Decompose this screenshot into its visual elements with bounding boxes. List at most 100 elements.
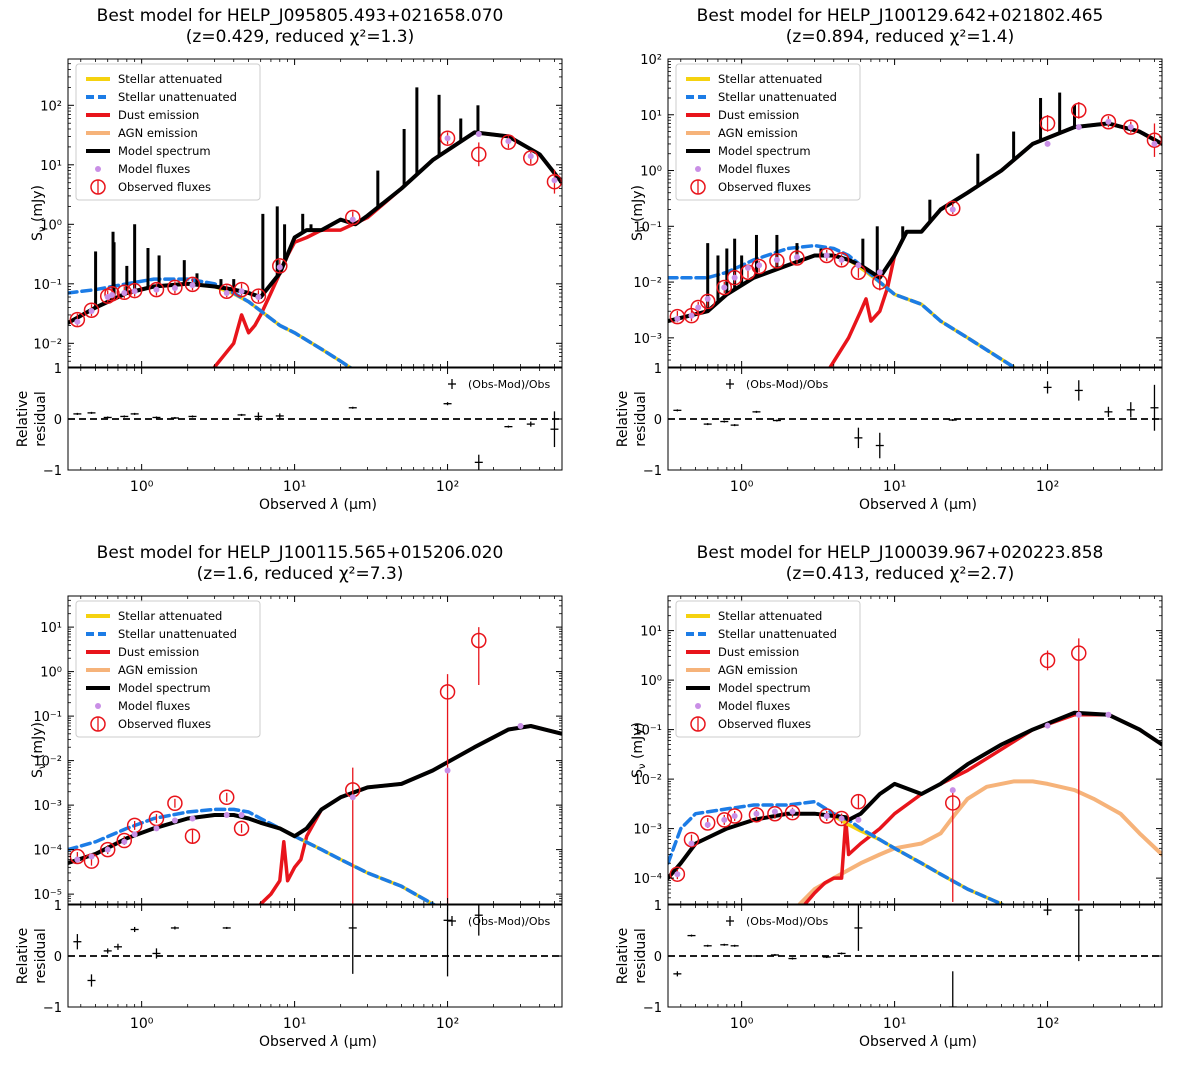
model-flux-point <box>276 264 283 271</box>
panel-title-line1: Best model for HELP_J100129.642+021802.4… <box>696 6 1104 26</box>
panel-title: Best model for HELP_J095805.493+021658.0… <box>0 6 600 48</box>
x-axis-label: Observed λ (μm) <box>859 497 977 513</box>
observed-flux-point <box>116 832 133 849</box>
y-tick-label: 10⁰ <box>640 165 662 180</box>
model-flux-point <box>1075 711 1082 718</box>
residual-legend-label: (Obs-Mod)/Obs <box>746 915 828 928</box>
observed-flux-point <box>751 258 767 275</box>
residual-plot-area <box>673 380 1159 459</box>
observed-flux-point <box>726 269 743 286</box>
main-plot-frame <box>667 58 1163 368</box>
model-flux-point <box>855 816 862 823</box>
legend-model-fluxes: Model fluxes <box>118 699 190 713</box>
legend-agn-emission: AGN emission <box>718 126 798 140</box>
legend: Stellar attenuated Stellar unattenuated Du… <box>75 63 261 201</box>
model-flux-point <box>855 262 862 269</box>
model-flux-point <box>674 871 681 878</box>
legend-dust-emission: Dust emission <box>118 645 199 659</box>
x-tick-label: 10⁰ <box>730 1016 754 1032</box>
legend-model-spectrum: Model spectrum <box>718 681 811 695</box>
sed-chart: 10⁻³ 10⁻² 10⁻¹ 10⁰ 10¹ 10² 1 0 −1 10⁰ 10¹ 10² (Obs-M… <box>615 53 1163 513</box>
y-tick-label: 10¹ <box>640 625 662 640</box>
x-tick-label: 10⁰ <box>130 479 154 495</box>
legend-agn-emission: AGN emission <box>718 663 798 677</box>
y-tick-label: 10⁻² <box>33 337 62 352</box>
legend: Stellar attenuated Stellar unattenuated Du… <box>75 600 261 738</box>
residual-y-tick-label: 0 <box>54 413 62 428</box>
residual-axis-label: Relative <box>15 391 31 447</box>
model-flux-point <box>949 787 956 794</box>
observed-flux-point <box>833 252 850 268</box>
residual-legend-label: (Obs-Mod)/Obs <box>746 378 828 391</box>
model-flux-point <box>238 811 245 818</box>
y-axis-label-sub: ν <box>637 763 648 769</box>
legend-box <box>675 63 861 201</box>
observed-flux-point <box>945 200 961 217</box>
y-axis-label: Sν (mJy) <box>630 185 648 241</box>
legend-box <box>75 63 261 201</box>
x-axis-label-sym: λ <box>930 497 939 513</box>
observed-flux-point <box>116 284 133 301</box>
residual-y-tick-label: 1 <box>654 899 662 914</box>
model-flux-point <box>773 256 780 263</box>
model-flux-point <box>823 812 830 819</box>
y-tick-label: 10⁻¹ <box>33 278 62 293</box>
legend-observed-fluxes: Observed fluxes <box>718 717 811 731</box>
model-flux-point <box>1044 722 1051 729</box>
observed-flux-point <box>818 247 835 264</box>
residual-y-tick-label: −1 <box>43 464 62 479</box>
x-tick-label: 10² <box>436 1016 459 1032</box>
model-flux-point <box>695 304 702 311</box>
model-flux-point <box>1075 124 1082 131</box>
model-flux-point <box>527 153 534 160</box>
x-axis-label: Observed λ (μm) <box>859 1034 977 1050</box>
observed-flux-point <box>471 146 487 163</box>
observed-flux-point <box>1071 102 1087 119</box>
observed-flux-point <box>167 795 183 812</box>
observed-flux-point <box>83 302 100 318</box>
model-spectrum-line <box>668 710 1162 881</box>
legend-dust-emission: Dust emission <box>718 108 799 122</box>
observed-flux-point <box>1146 132 1162 148</box>
legend-dust-emission: Dust emission <box>118 108 199 122</box>
model-flux-point <box>171 285 178 292</box>
panel-title-line1: Best model for HELP_J100115.565+015206.0… <box>96 543 504 563</box>
y-axis-label-sub: ν <box>37 763 48 769</box>
model-flux-point <box>189 282 196 289</box>
y-tick-label: 10⁻⁵ <box>33 888 62 903</box>
residual-axis-label: Relative <box>15 928 31 984</box>
panel-title: Best model for HELP_J100039.967+020223.8… <box>600 543 1200 585</box>
x-tick-label: 10¹ <box>883 1016 906 1032</box>
main-plot-area <box>668 638 1162 904</box>
x-tick-label: 10¹ <box>883 479 906 495</box>
y-axis-label: Sν (mJy) <box>30 185 48 241</box>
stellar-unattenuated-line <box>68 807 437 904</box>
observed-flux-point <box>669 866 686 882</box>
y-axis-label-s: S <box>630 769 646 778</box>
residual-axis-label: residual <box>33 928 49 983</box>
x-axis-label-pre: Observed <box>859 497 931 513</box>
legend-stellar-attenuated: Stellar attenuated <box>718 72 822 86</box>
observed-flux-point <box>818 808 835 824</box>
y-tick-label: 10⁰ <box>40 218 62 233</box>
y-axis-label: Sν (mJy) <box>30 722 48 778</box>
residual-axis-label: Relative <box>615 391 631 447</box>
main-plot-area <box>68 627 562 904</box>
residual-axis-label: residual <box>33 391 49 446</box>
legend-agn-emission: AGN emission <box>118 126 198 140</box>
observed-flux-point <box>1039 652 1056 669</box>
observed-flux-point <box>272 258 288 274</box>
x-axis-label-unit: (μm) <box>939 1034 977 1050</box>
model-flux-point <box>74 318 81 325</box>
y-tick-label: 10¹ <box>40 159 62 174</box>
y-axis-label-unit: (mJy) <box>630 185 646 226</box>
y-axis-label-unit: (mJy) <box>630 722 646 763</box>
observed-flux-point <box>769 253 785 269</box>
observed-flux-point <box>184 276 201 293</box>
residual-y-tick-label: −1 <box>43 1001 62 1016</box>
model-flux-point <box>838 256 845 263</box>
model-flux-point <box>838 815 845 822</box>
observed-flux-point <box>1123 119 1139 135</box>
x-axis-label: Observed λ (μm) <box>259 1034 377 1050</box>
legend-stellar-unattenuated: Stellar unattenuated <box>118 627 237 641</box>
